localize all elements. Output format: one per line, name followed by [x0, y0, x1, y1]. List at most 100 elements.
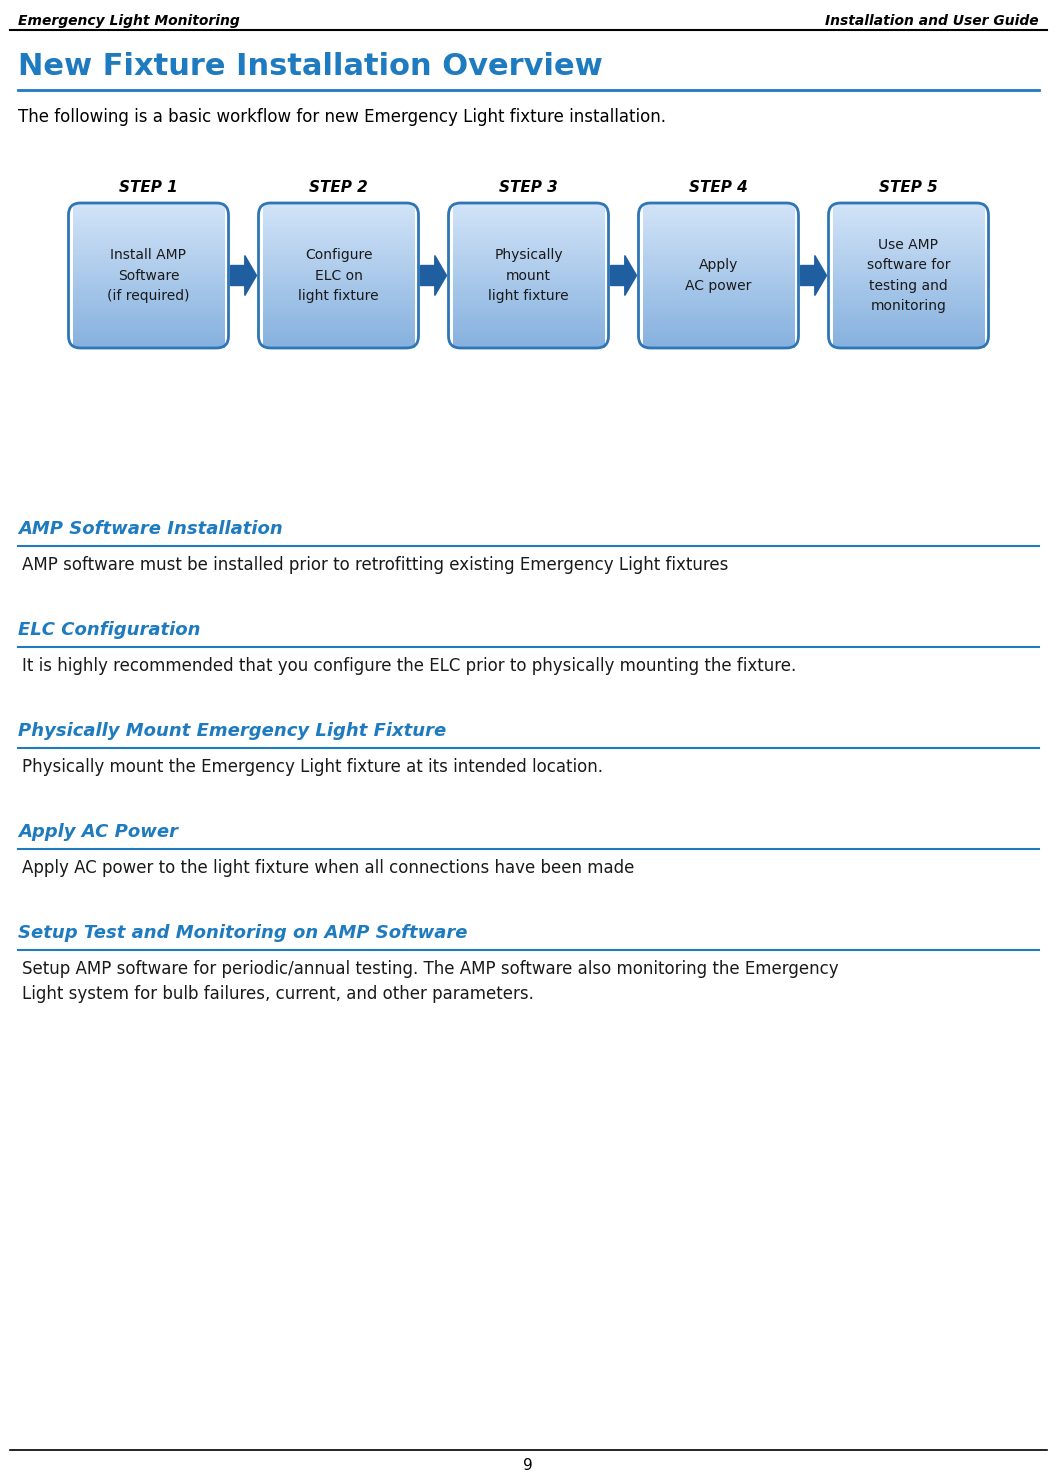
Bar: [643, 263, 795, 266]
Bar: [452, 237, 605, 240]
Bar: [452, 274, 605, 275]
Text: STEP 4: STEP 4: [689, 180, 748, 194]
Bar: [73, 225, 224, 227]
Bar: [73, 336, 224, 339]
Bar: [643, 290, 795, 293]
Bar: [833, 319, 984, 321]
Text: The following is a basic workflow for new Emergency Light fixture installation.: The following is a basic workflow for ne…: [18, 107, 666, 127]
Bar: [643, 240, 795, 241]
Bar: [452, 346, 605, 347]
Text: Physically mount the Emergency Light fixture at its intended location.: Physically mount the Emergency Light fix…: [22, 758, 602, 776]
Bar: [833, 215, 984, 218]
Bar: [452, 336, 605, 339]
Bar: [643, 308, 795, 309]
Bar: [73, 240, 224, 241]
Bar: [833, 316, 984, 319]
Bar: [452, 266, 605, 268]
Bar: [73, 308, 224, 309]
Bar: [73, 287, 224, 290]
Text: 9: 9: [523, 1457, 533, 1472]
Bar: [262, 312, 414, 314]
Bar: [833, 294, 984, 297]
Bar: [452, 316, 605, 319]
Text: Configure
ELC on
light fixture: Configure ELC on light fixture: [298, 247, 378, 303]
Bar: [452, 233, 605, 234]
Bar: [262, 215, 414, 218]
Bar: [452, 286, 605, 287]
Bar: [262, 271, 414, 274]
Bar: [833, 300, 984, 302]
Bar: [643, 244, 795, 246]
Bar: [73, 203, 224, 206]
Text: ELC Configuration: ELC Configuration: [18, 621, 201, 639]
Bar: [73, 334, 224, 336]
Bar: [262, 286, 414, 287]
Bar: [73, 319, 224, 321]
Bar: [73, 286, 224, 287]
Bar: [452, 293, 605, 294]
Text: Setup Test and Monitoring on AMP Software: Setup Test and Monitoring on AMP Softwar…: [18, 924, 467, 942]
Bar: [833, 305, 984, 308]
Bar: [73, 278, 224, 280]
Bar: [643, 328, 795, 331]
Bar: [73, 274, 224, 275]
Bar: [833, 343, 984, 346]
Bar: [262, 334, 414, 336]
Bar: [73, 309, 224, 312]
Bar: [452, 225, 605, 227]
Bar: [833, 227, 984, 230]
Bar: [833, 334, 984, 336]
Bar: [262, 252, 414, 253]
Bar: [833, 302, 984, 305]
Bar: [643, 309, 795, 312]
Bar: [643, 280, 795, 283]
Bar: [833, 275, 984, 278]
Bar: [452, 212, 605, 215]
Bar: [452, 215, 605, 218]
Bar: [452, 206, 605, 208]
Bar: [643, 340, 795, 343]
Bar: [833, 241, 984, 244]
Bar: [452, 261, 605, 263]
Bar: [643, 215, 795, 218]
Bar: [643, 327, 795, 328]
Bar: [643, 314, 795, 316]
Bar: [833, 210, 984, 212]
Bar: [643, 230, 795, 233]
Bar: [73, 346, 224, 347]
Bar: [73, 237, 224, 240]
Text: Install AMP
Software
(if required): Install AMP Software (if required): [107, 247, 190, 303]
Text: Setup AMP software for periodic/annual testing. The AMP software also monitoring: Setup AMP software for periodic/annual t…: [22, 960, 838, 1002]
Bar: [73, 256, 224, 259]
Bar: [833, 278, 984, 280]
Bar: [833, 339, 984, 340]
Text: Use AMP
software for
testing and
monitoring: Use AMP software for testing and monitor…: [867, 237, 950, 314]
Bar: [643, 294, 795, 297]
Bar: [643, 219, 795, 222]
Polygon shape: [800, 256, 827, 296]
Bar: [262, 328, 414, 331]
Bar: [833, 218, 984, 219]
Bar: [452, 297, 605, 300]
Bar: [73, 218, 224, 219]
Bar: [643, 343, 795, 346]
Bar: [73, 324, 224, 327]
Bar: [73, 234, 224, 237]
Bar: [452, 343, 605, 346]
Bar: [73, 261, 224, 263]
Bar: [643, 256, 795, 259]
Bar: [643, 283, 795, 286]
Bar: [262, 203, 414, 206]
Bar: [262, 309, 414, 312]
Bar: [643, 261, 795, 263]
Bar: [452, 263, 605, 266]
Bar: [452, 302, 605, 305]
Bar: [452, 294, 605, 297]
Bar: [262, 280, 414, 283]
Bar: [833, 230, 984, 233]
Bar: [643, 241, 795, 244]
Bar: [262, 283, 414, 286]
Bar: [73, 280, 224, 283]
Bar: [452, 244, 605, 246]
Bar: [643, 208, 795, 210]
